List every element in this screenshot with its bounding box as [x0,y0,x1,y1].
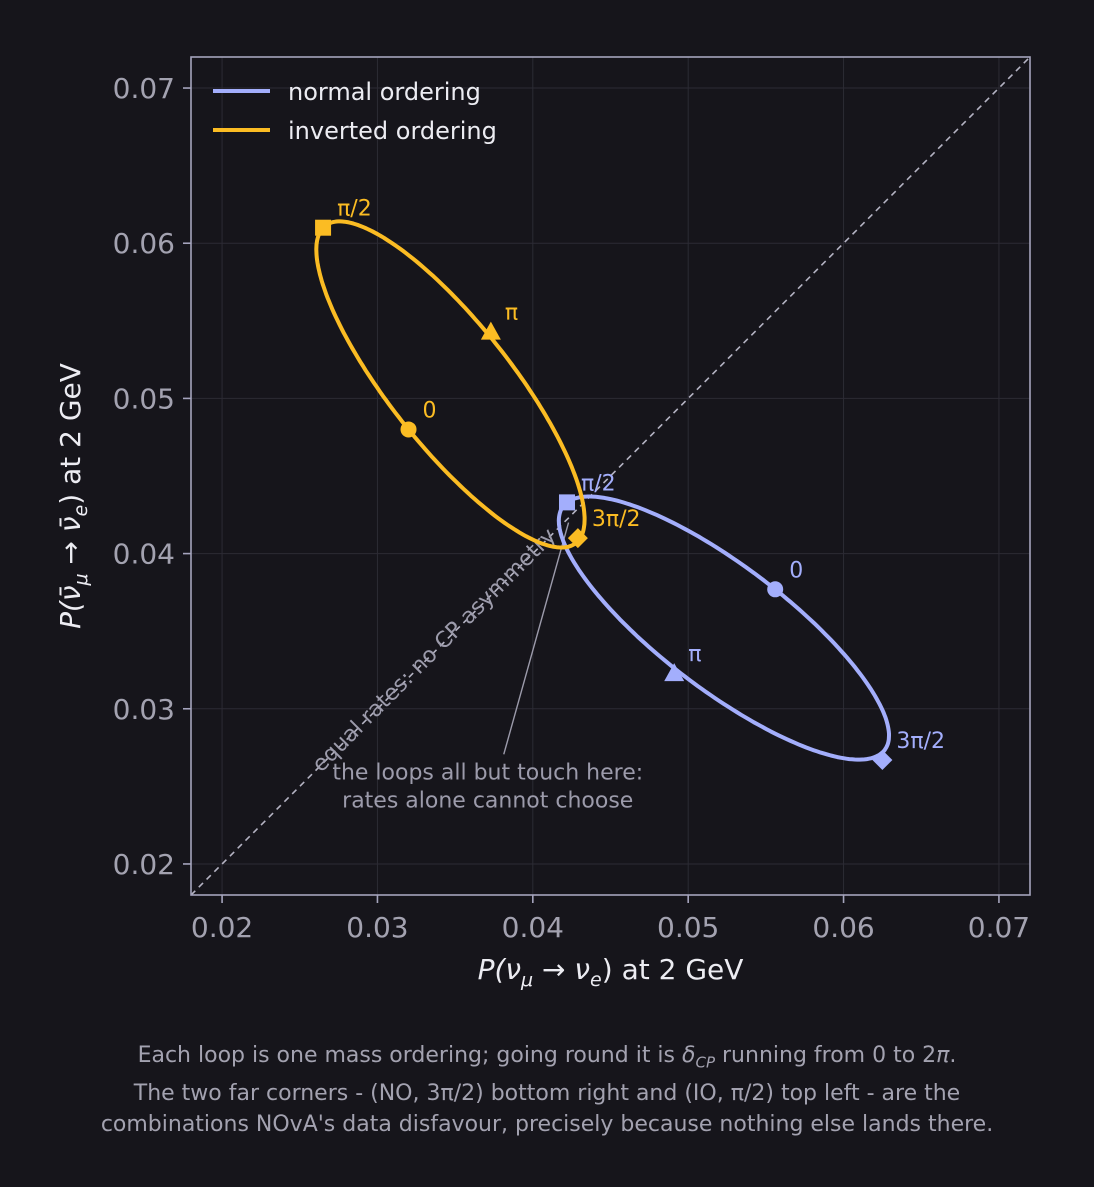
caption-line-1: Each loop is one mass ordering; going ro… [0,1040,1094,1078]
inverted-label-3: 3π/2 [592,507,641,532]
caption-line-2: The two far corners - (NO, 3π/2) bottom … [133,1081,961,1107]
legend-label-inverted: inverted ordering [288,117,497,145]
x-axis-label-tail: ) at 2 GeV [602,953,744,986]
loop-inverted [314,219,587,550]
x-tick-label-2: 0.04 [502,911,564,944]
normal-label-3: 3π/2 [896,729,945,754]
caption-delta: δ [682,1043,696,1068]
y-tick-label-5: 0.07 [113,72,175,105]
x-axis-label-sub2: e [590,969,602,991]
caption-line-1-c: . [949,1043,957,1068]
caption: Each loop is one mass ordering; going ro… [0,1040,1094,1140]
y-axis-label-sub: μ [70,573,92,586]
y-axis-label-sub2: e [70,505,92,517]
grid-lines [191,57,1030,895]
annotation: the loops all but touch here: rates alon… [332,522,643,813]
inverted-marker-square [315,219,332,236]
x-tick-label-1: 0.03 [346,911,408,944]
legend: normal ordering inverted ordering [213,78,497,145]
inverted-marker-triangle [480,321,501,340]
y-axis-label-mid: → ν̄ [54,516,87,573]
loops-layer: 0 π/2 π 3π/2 0 π/2 π 3π/2 [314,197,945,770]
x-tick-label-3: 0.05 [657,911,719,944]
y-axis-label: P(ν̄μ → ν̄e) at 2 GeV [54,363,92,629]
y-tick-label-1: 0.03 [113,693,175,726]
annotation-arrow [503,522,570,755]
y-axis-label-tail: ) at 2 GeV [54,363,87,505]
normal-label-2: π [688,642,701,667]
normal-marker-triangle [664,663,685,682]
x-axis-label: P(νμ → νe) at 2 GeV [478,953,744,991]
diagonal-label: equal rates: no CP asymmetry [308,524,562,778]
y-tick-label-4: 0.06 [113,227,175,260]
loop-normal [556,494,891,762]
y-axis-label-main: P(ν̄ [54,585,87,628]
normal-marker-diamond [872,749,893,770]
inverted-marker-circle [400,421,417,438]
x-tick-label-0: 0.02 [191,911,253,944]
caption-line-1-a: Each loop is one mass ordering; going ro… [137,1043,683,1068]
caption-line-1-b: running from 0 to 2 [715,1043,937,1068]
x-axis-label-main: P(ν [478,953,521,986]
caption-pi: π [936,1043,950,1068]
x-tick-label-5: 0.07 [968,911,1030,944]
plot-frame [190,56,1031,896]
axis-ticks: 0.02 0.03 0.04 0.05 0.06 0.07 0.02 0.03 0.04 0.05… [113,72,1030,944]
normal-label-0: 0 [789,558,803,583]
chart-canvas: equal rates: no CP asymmetry the loops a… [54,56,1031,991]
annotation-line-2: rates alone cannot choose [342,788,633,813]
legend-label-normal: normal ordering [288,78,481,106]
x-axis-label-sub: μ [520,969,533,991]
y-tick-label-0: 0.02 [113,848,175,881]
y-tick-label-3: 0.05 [113,382,175,415]
inverted-label-0: 0 [423,398,437,423]
x-tick-label-4: 0.06 [812,911,874,944]
y-tick-label-2: 0.04 [113,538,175,571]
annotation-line-1: the loops all but touch here: [332,760,643,785]
normal-marker-square [558,494,575,511]
inverted-marker-diamond [567,528,588,549]
caption-delta-sub: CP [695,1053,716,1072]
x-axis-label-mid: → ν [533,953,590,986]
normal-marker-circle [767,581,784,598]
caption-line-3: combinations NOvA's data disfavour, prec… [100,1112,994,1138]
normal-label-1: π/2 [581,471,616,496]
inverted-label-2: π [505,301,518,326]
inverted-label-1: π/2 [337,197,372,222]
